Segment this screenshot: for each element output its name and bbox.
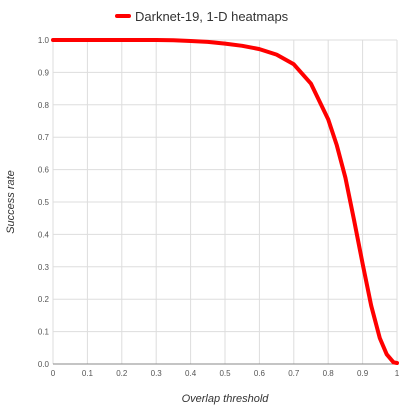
legend: Darknet-19, 1-D heatmaps xyxy=(115,9,289,24)
legend-label: Darknet-19, 1-D heatmaps xyxy=(135,9,289,24)
y-axis-title: Success rate xyxy=(5,170,17,234)
y-axis-ticks: 0.0 0.1 0.2 0.3 0.4 0.5 0.6 0.7 0.8 0.9 1.0 xyxy=(38,36,50,369)
y-tick-label: 0.2 xyxy=(38,295,50,304)
x-tick-label: 0.4 xyxy=(185,369,197,378)
x-axis-title: Overlap threshold xyxy=(182,393,270,405)
y-tick-label: 0.5 xyxy=(38,198,50,207)
y-tick-label: 0.8 xyxy=(38,101,50,110)
y-tick-label: 0.1 xyxy=(38,328,50,337)
x-tick-label: 0.9 xyxy=(357,369,369,378)
y-tick-label: 0.3 xyxy=(38,263,50,272)
series-layer xyxy=(51,38,399,365)
y-tick-label: 0.6 xyxy=(38,166,50,175)
grid xyxy=(52,39,398,364)
x-tick-label: 1 xyxy=(395,369,400,378)
x-tick-label: 0.7 xyxy=(288,369,300,378)
y-tick-label: 0.0 xyxy=(38,360,50,369)
x-tick-label: 0.1 xyxy=(82,369,94,378)
y-tick-label: 0.7 xyxy=(38,133,50,142)
x-tick-label: 0 xyxy=(51,369,56,378)
x-tick-label: 0.5 xyxy=(219,369,231,378)
series-line xyxy=(51,38,399,365)
x-tick-label: 0.3 xyxy=(151,369,163,378)
x-tick-label: 0.8 xyxy=(323,369,335,378)
y-tick-label: 1.0 xyxy=(38,36,50,45)
y-tick-label: 0.9 xyxy=(38,68,50,77)
y-tick-label: 0.4 xyxy=(38,230,50,239)
x-tick-label: 0.6 xyxy=(254,369,266,378)
x-axis-ticks: 0 0.1 0.2 0.3 0.4 0.5 0.6 0.7 0.8 0.9 1 xyxy=(51,369,400,378)
x-tick-label: 0.2 xyxy=(116,369,128,378)
